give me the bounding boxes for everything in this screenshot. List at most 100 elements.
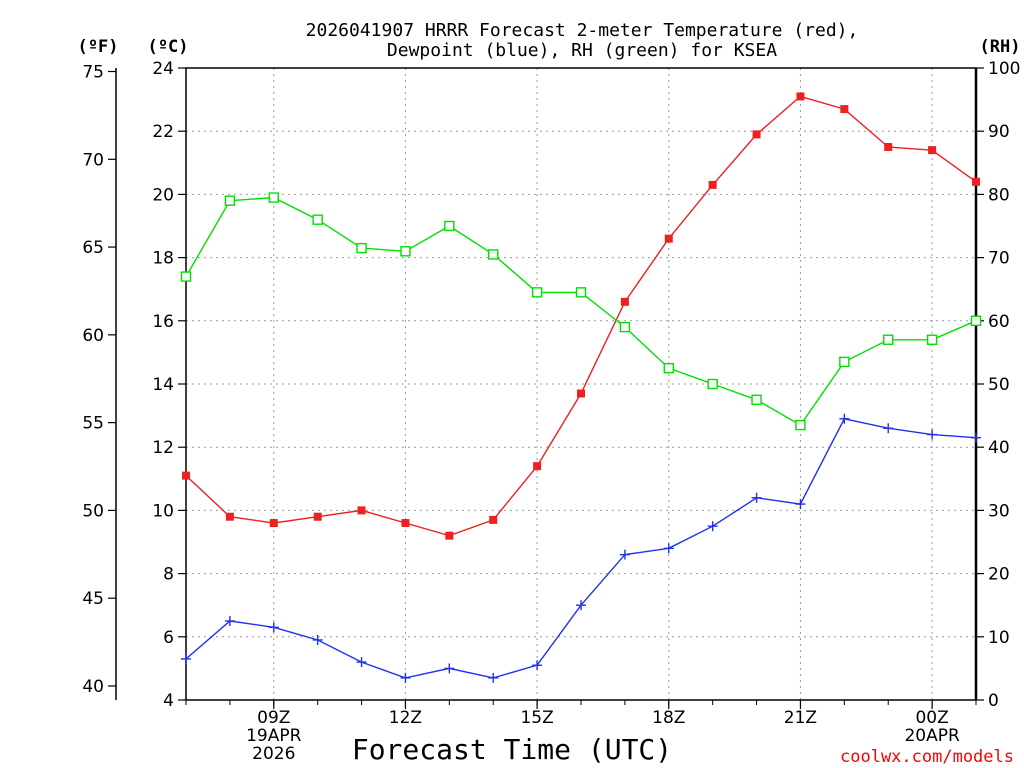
- fahrenheit-tick-label: 65: [82, 238, 104, 258]
- celsius-tick-label: 10: [152, 501, 174, 521]
- x-tick-label: 12Z: [389, 708, 422, 728]
- temperature-point: [269, 519, 278, 528]
- dewpoint-point: [181, 653, 191, 664]
- dewpoint-point: [751, 492, 762, 503]
- dewpoint-point: [444, 663, 455, 674]
- temperature-point: [489, 515, 498, 524]
- rh-point: [883, 334, 894, 345]
- rh-tick-label: 80: [988, 185, 1010, 205]
- rh-point: [444, 220, 455, 232]
- fahrenheit-tick-label: 60: [82, 326, 104, 346]
- rh-point: [400, 246, 411, 257]
- data-series: [180, 92, 982, 683]
- fahrenheit-tick-label: 70: [82, 150, 104, 170]
- rh-point: [619, 321, 631, 333]
- dewpoint-point: [268, 622, 279, 633]
- rh-tick-label: 0: [988, 691, 999, 711]
- fahrenheit-unit-label: (ºF): [78, 37, 119, 57]
- credit-label: coolwx.com/models: [840, 747, 1014, 767]
- temperature-point: [796, 92, 805, 101]
- dewpoint-point: [839, 413, 850, 424]
- celsius-tick-label: 4: [163, 691, 174, 711]
- rh-unit-label: (RH): [980, 37, 1021, 57]
- celsius-tick-label: 6: [163, 628, 174, 648]
- chart-title-line-1: 2026041907 HRRR Forecast 2-meter Tempera…: [306, 20, 859, 41]
- rh-tick-label: 60: [988, 312, 1010, 332]
- dewpoint-point: [576, 600, 586, 611]
- rh-tick-label: 90: [988, 122, 1010, 142]
- series-line: [185, 95, 977, 537]
- temperature-point: [840, 105, 849, 114]
- celsius-tick-label: 16: [152, 312, 174, 332]
- rh-point: [268, 192, 279, 203]
- dewpoint-point: [927, 429, 938, 440]
- temperature-point: [225, 512, 234, 521]
- rh-point: [751, 394, 762, 405]
- temperature-point: [752, 130, 761, 139]
- dewpoint-point: [224, 616, 235, 626]
- fahrenheit-tick-label: 45: [82, 589, 104, 609]
- axes: 4 6 8 10 12 14 16 18 20 22 24 40 45 50 55 60 65 70 75 0 10 20…: [82, 59, 1020, 764]
- temperature-point: [313, 512, 322, 521]
- rh-point: [707, 378, 718, 390]
- dewpoint-point: [356, 657, 367, 668]
- x-tick-label: 2026: [252, 744, 295, 764]
- x-tick-label: 00Z: [915, 708, 948, 728]
- temperature-point: [401, 519, 410, 528]
- x-axis-label: Forecast Time (UTC): [352, 733, 672, 766]
- temperature-point: [533, 462, 542, 471]
- rh-point: [312, 214, 323, 225]
- rh-point: [180, 271, 192, 282]
- rh-point: [224, 195, 236, 206]
- x-tick-label: 18Z: [652, 708, 685, 728]
- dewpoint-point: [532, 660, 543, 671]
- rh-point: [575, 287, 587, 298]
- celsius-tick-label: 12: [152, 438, 174, 458]
- x-tick-label: 09Z: [257, 708, 290, 728]
- series-line: [185, 418, 977, 679]
- dewpoint-point: [971, 432, 981, 443]
- temperature-point: [708, 180, 717, 189]
- dewpoint-point: [663, 543, 674, 554]
- rh-tick-label: 20: [988, 565, 1010, 585]
- fahrenheit-tick-label: 40: [82, 677, 104, 697]
- temperature-point: [884, 143, 893, 151]
- temperature-point: [664, 234, 673, 243]
- dewpoint-point: [619, 549, 630, 560]
- series-relative-humidity: [180, 192, 982, 431]
- rh-point: [356, 242, 367, 254]
- celsius-tick-label: 8: [163, 565, 174, 585]
- celsius-tick-label: 20: [152, 185, 174, 205]
- dewpoint-point: [400, 672, 411, 683]
- x-tick-label: 19APR: [246, 726, 302, 746]
- rh-point: [839, 356, 850, 368]
- temperature-point: [972, 177, 980, 186]
- chart-title-line-2: Dewpoint (blue), RH (green) for KSEA: [387, 40, 777, 61]
- rh-tick-label: 70: [988, 249, 1010, 269]
- x-tick-label: 21Z: [784, 708, 817, 728]
- temperature-point: [445, 531, 454, 540]
- chart-title: 2026041907 HRRR Forecast 2-meter Tempera…: [306, 20, 859, 61]
- fahrenheit-tick-label: 55: [82, 414, 104, 434]
- dewpoint-point: [707, 521, 718, 532]
- series-dewpoint: [181, 413, 981, 683]
- dewpoint-point: [488, 672, 499, 683]
- rh-tick-label: 50: [988, 375, 1010, 395]
- dewpoint-point: [312, 634, 323, 645]
- fahrenheit-tick-label: 75: [82, 63, 104, 83]
- celsius-tick-label: 24: [152, 59, 174, 79]
- celsius-tick-label: 18: [152, 249, 174, 269]
- rh-point: [488, 249, 499, 260]
- rh-point: [795, 419, 806, 431]
- x-tick-label: 20APR: [904, 726, 960, 746]
- temperature-point: [620, 297, 629, 306]
- temperature-point: [182, 471, 190, 480]
- celsius-tick-label: 14: [152, 375, 174, 395]
- series-2-meter-temperature: [182, 92, 980, 540]
- temperature-point: [928, 146, 937, 155]
- dewpoint-point: [883, 423, 894, 434]
- rh-point: [663, 363, 674, 374]
- celsius-unit-label: (ºC): [148, 37, 189, 57]
- rh-tick-label: 30: [988, 501, 1010, 521]
